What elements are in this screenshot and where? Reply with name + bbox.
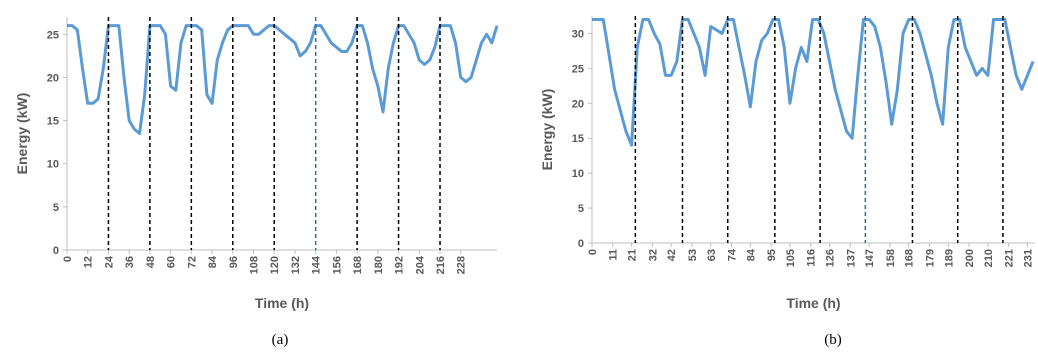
x-tick-label: 120 — [269, 256, 281, 274]
x-tick-label: 210 — [983, 249, 995, 267]
x-tick-label: 126 — [825, 249, 837, 267]
x-tick-label: 168 — [904, 249, 916, 267]
x-tick-label: 32 — [647, 249, 659, 261]
x-tick-label: 216 — [435, 256, 447, 274]
y-tick-label: 15 — [47, 116, 59, 128]
y-tick-label: 30 — [572, 28, 584, 40]
x-tick-label: 158 — [885, 249, 897, 267]
caption: (b) — [824, 332, 842, 348]
y-tick-label: 25 — [47, 29, 59, 41]
caption: (a) — [272, 332, 289, 348]
x-tick-label: 200 — [964, 249, 976, 267]
x-tick-label: 96 — [228, 256, 240, 268]
data-line — [592, 17, 1035, 147]
x-tick-label: 168 — [352, 256, 364, 274]
x-tick-label: 189 — [943, 249, 955, 267]
x-tick-label: 84 — [745, 248, 757, 261]
x-axis-label: Time (h) — [255, 295, 309, 311]
y-axis-label: Energy (kW) — [539, 89, 555, 171]
x-tick-label: 60 — [166, 256, 178, 268]
x-tick-label: 48 — [145, 256, 157, 268]
x-tick-label: 53 — [687, 249, 699, 261]
y-tick-label: 10 — [47, 159, 59, 171]
y-tick-label: 20 — [572, 98, 584, 110]
x-tick-label: 179 — [924, 249, 936, 267]
x-tick-label: 228 — [456, 256, 468, 274]
y-tick-label: 0 — [53, 245, 59, 257]
x-tick-label: 0 — [587, 249, 599, 255]
x-tick-label: 36 — [124, 256, 136, 268]
y-tick-label: 0 — [578, 238, 584, 250]
x-tick-label: 192 — [394, 256, 406, 274]
x-tick-label: 132 — [290, 256, 302, 274]
x-tick-label: 11 — [608, 249, 620, 261]
x-tick-label: 105 — [785, 249, 797, 267]
x-tick-label: 42 — [666, 249, 678, 261]
x-tick-label: 231 — [1022, 249, 1034, 267]
x-tick-label: 137 — [845, 249, 857, 267]
x-tick-label: 221 — [1004, 249, 1016, 267]
x-tick-label: 144 — [311, 255, 323, 274]
x-tick-label: 74 — [726, 248, 738, 261]
x-tick-label: 204 — [414, 255, 426, 274]
y-tick-label: 20 — [47, 72, 59, 84]
x-tick-label: 116 — [806, 249, 818, 267]
x-axis-label: Time (h) — [786, 295, 840, 311]
y-axis-label: Energy (kW) — [14, 93, 30, 175]
x-tick-label: 180 — [373, 256, 385, 274]
x-tick-label: 12 — [83, 256, 95, 268]
y-tick-label: 10 — [572, 168, 584, 180]
y-tick-label: 5 — [53, 202, 59, 214]
data-line — [67, 24, 499, 135]
x-tick-label: 95 — [766, 249, 778, 261]
x-tick-label: 21 — [627, 249, 639, 261]
x-tick-label: 0 — [62, 256, 74, 262]
y-tick-label: 25 — [572, 63, 584, 75]
x-tick-label: 147 — [864, 249, 876, 267]
x-tick-label: 84 — [207, 255, 219, 268]
y-tick-label: 15 — [572, 133, 584, 145]
x-tick-label: 63 — [706, 249, 718, 261]
y-tick-label: 5 — [578, 203, 584, 215]
x-tick-label: 108 — [249, 256, 261, 274]
x-tick-label: 72 — [186, 256, 198, 268]
x-tick-label: 24 — [103, 255, 115, 268]
x-tick-label: 156 — [331, 256, 343, 274]
